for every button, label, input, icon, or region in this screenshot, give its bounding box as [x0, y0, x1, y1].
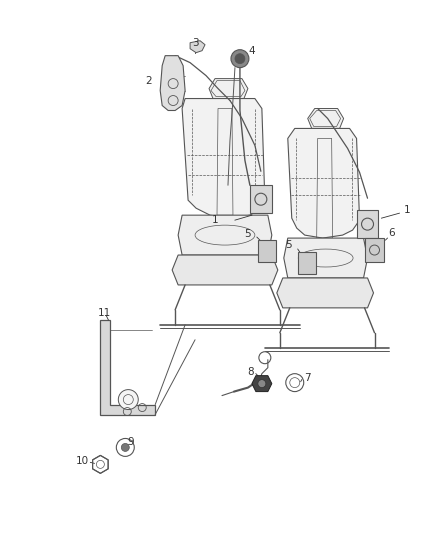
Bar — [250, 185, 272, 213]
Polygon shape — [284, 238, 367, 278]
Text: 9: 9 — [127, 438, 134, 447]
Text: 7: 7 — [304, 373, 311, 383]
Polygon shape — [178, 215, 272, 255]
Polygon shape — [100, 320, 155, 415]
Polygon shape — [288, 128, 360, 238]
Polygon shape — [172, 255, 278, 285]
Text: 6: 6 — [388, 228, 395, 238]
Text: 2: 2 — [145, 76, 152, 86]
Bar — [364, 238, 385, 262]
Polygon shape — [209, 78, 248, 99]
Polygon shape — [277, 278, 374, 308]
Text: 5: 5 — [244, 229, 251, 239]
Text: 1: 1 — [404, 205, 411, 215]
Bar — [357, 210, 378, 238]
Text: 4: 4 — [249, 46, 255, 55]
Circle shape — [121, 443, 129, 451]
Text: 8: 8 — [247, 367, 254, 377]
Text: 11: 11 — [98, 308, 111, 318]
Circle shape — [258, 379, 266, 387]
Circle shape — [235, 54, 245, 63]
Polygon shape — [182, 99, 265, 218]
Text: 3: 3 — [192, 38, 198, 48]
Text: 1: 1 — [212, 215, 218, 225]
Polygon shape — [308, 109, 343, 128]
Polygon shape — [190, 41, 205, 53]
Bar — [298, 252, 316, 274]
Bar — [258, 240, 276, 262]
Polygon shape — [252, 376, 272, 392]
Circle shape — [231, 50, 249, 68]
Circle shape — [118, 390, 138, 409]
Text: 5: 5 — [286, 240, 292, 250]
Polygon shape — [160, 55, 185, 110]
Text: 10: 10 — [76, 456, 89, 466]
